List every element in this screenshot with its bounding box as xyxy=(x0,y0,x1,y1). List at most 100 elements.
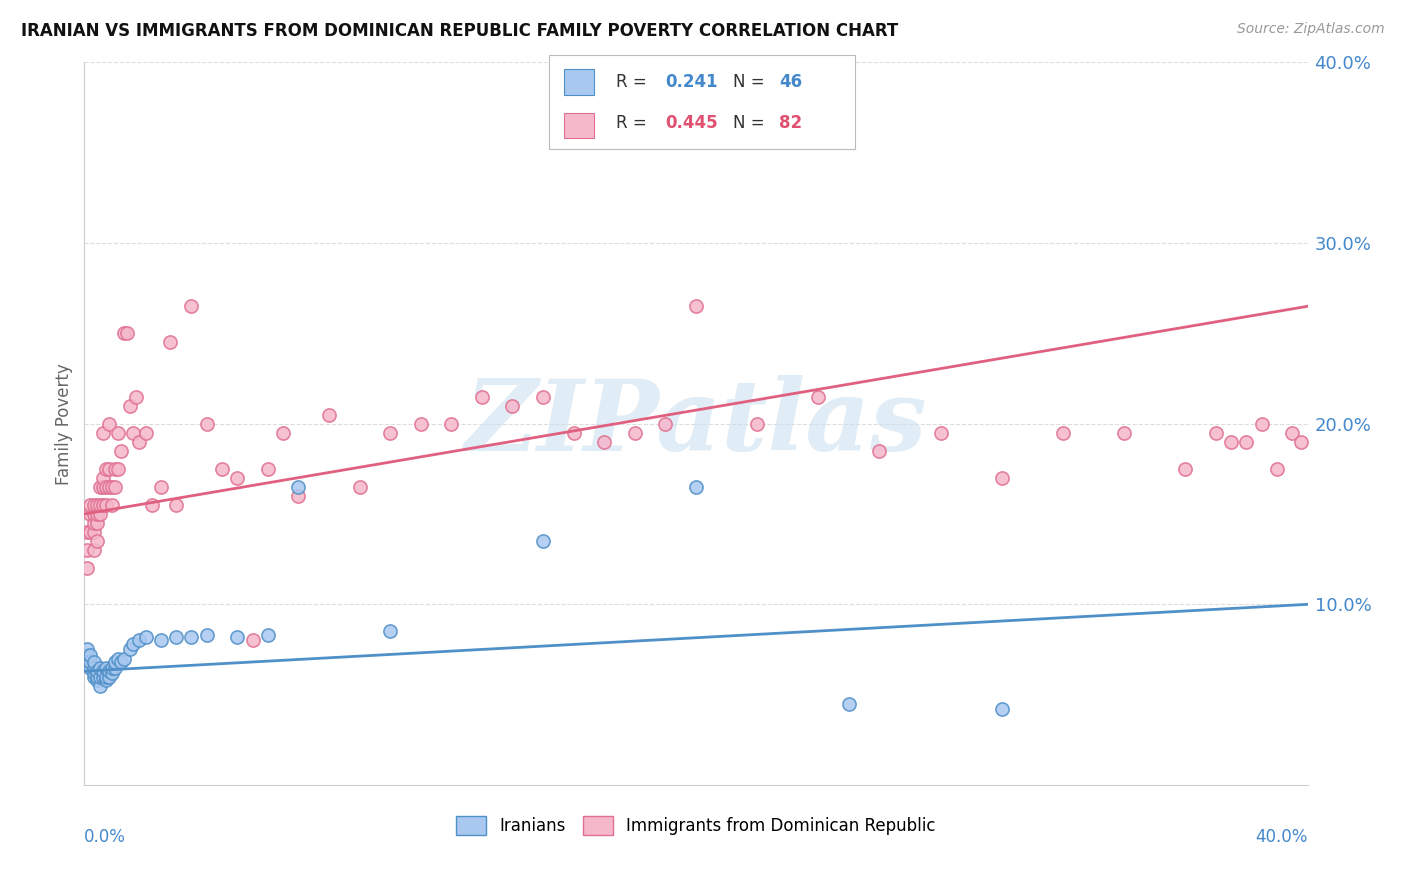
Point xyxy=(83,507,105,521)
Point xyxy=(159,335,181,350)
Point xyxy=(531,534,554,549)
Point xyxy=(110,655,132,669)
Point xyxy=(97,462,120,476)
Point xyxy=(83,660,105,674)
Point xyxy=(471,390,494,404)
Text: N =: N = xyxy=(733,72,769,90)
Point xyxy=(97,669,120,683)
Point xyxy=(101,498,124,512)
Point xyxy=(531,390,554,404)
Point xyxy=(122,425,145,440)
Text: 0.241: 0.241 xyxy=(665,72,718,90)
Text: 82: 82 xyxy=(779,114,803,132)
Point xyxy=(120,399,142,413)
Point xyxy=(86,516,108,530)
Point xyxy=(211,462,233,476)
Legend: Iranians, Immigrants from Dominican Republic: Iranians, Immigrants from Dominican Repu… xyxy=(450,809,942,842)
Point xyxy=(125,390,148,404)
Point xyxy=(991,702,1014,716)
Point xyxy=(1205,425,1227,440)
Point xyxy=(94,480,117,494)
Point xyxy=(94,673,117,688)
Point xyxy=(76,561,98,575)
Point xyxy=(107,462,129,476)
Point xyxy=(165,630,187,644)
Point xyxy=(112,651,135,665)
Point xyxy=(226,471,249,485)
Point xyxy=(1174,462,1197,476)
Point xyxy=(83,665,105,680)
Point xyxy=(83,669,105,683)
Point xyxy=(79,524,101,539)
Point xyxy=(1265,462,1288,476)
Point xyxy=(128,633,150,648)
Bar xyxy=(564,112,595,138)
Point xyxy=(94,498,117,512)
Point xyxy=(807,390,830,404)
Point xyxy=(115,326,138,341)
Point xyxy=(1281,425,1303,440)
Point xyxy=(89,480,111,494)
Point xyxy=(128,434,150,449)
Point xyxy=(593,434,616,449)
Text: R =: R = xyxy=(616,72,652,90)
Text: N =: N = xyxy=(733,114,769,132)
Point xyxy=(107,651,129,665)
Point xyxy=(685,480,707,494)
Point xyxy=(287,489,309,503)
Point xyxy=(838,697,860,711)
Text: 40.0%: 40.0% xyxy=(1256,829,1308,847)
Point xyxy=(380,425,402,440)
Point xyxy=(91,669,114,683)
Point xyxy=(165,498,187,512)
Point xyxy=(440,417,463,431)
Point xyxy=(135,425,157,440)
Point xyxy=(654,417,676,431)
Text: Source: ZipAtlas.com: Source: ZipAtlas.com xyxy=(1237,22,1385,37)
Point xyxy=(122,637,145,651)
Point xyxy=(195,628,218,642)
Text: R =: R = xyxy=(616,114,652,132)
Point xyxy=(869,443,891,458)
Point xyxy=(79,507,101,521)
FancyBboxPatch shape xyxy=(550,55,855,149)
Point xyxy=(94,660,117,674)
Point xyxy=(86,534,108,549)
Point xyxy=(91,480,114,494)
Text: IRANIAN VS IMMIGRANTS FROM DOMINICAN REPUBLIC FAMILY POVERTY CORRELATION CHART: IRANIAN VS IMMIGRANTS FROM DOMINICAN REP… xyxy=(21,22,898,40)
Point xyxy=(502,399,524,413)
Point xyxy=(97,480,120,494)
Point xyxy=(91,498,114,512)
Point xyxy=(89,498,111,512)
Point xyxy=(86,669,108,683)
Point xyxy=(79,648,101,662)
Point xyxy=(141,498,163,512)
Point xyxy=(107,425,129,440)
Point xyxy=(91,471,114,485)
Text: 46: 46 xyxy=(779,72,803,90)
Point xyxy=(1236,434,1258,449)
Point xyxy=(97,664,120,678)
Point xyxy=(1250,417,1272,431)
Point xyxy=(76,524,98,539)
Point xyxy=(380,624,402,639)
Point xyxy=(101,480,124,494)
Point xyxy=(120,642,142,657)
Point xyxy=(195,417,218,431)
Point xyxy=(104,655,127,669)
Y-axis label: Family Poverty: Family Poverty xyxy=(55,363,73,484)
Point xyxy=(76,648,98,662)
Point xyxy=(83,655,105,669)
Point xyxy=(86,507,108,521)
Point xyxy=(89,669,111,683)
Point xyxy=(86,673,108,688)
Point xyxy=(83,524,105,539)
Point xyxy=(89,660,111,674)
Point xyxy=(1220,434,1243,449)
Point xyxy=(349,480,371,494)
Point xyxy=(747,417,769,431)
Point xyxy=(97,417,120,431)
Point xyxy=(149,633,172,648)
Point xyxy=(991,471,1014,485)
Point xyxy=(101,665,124,680)
